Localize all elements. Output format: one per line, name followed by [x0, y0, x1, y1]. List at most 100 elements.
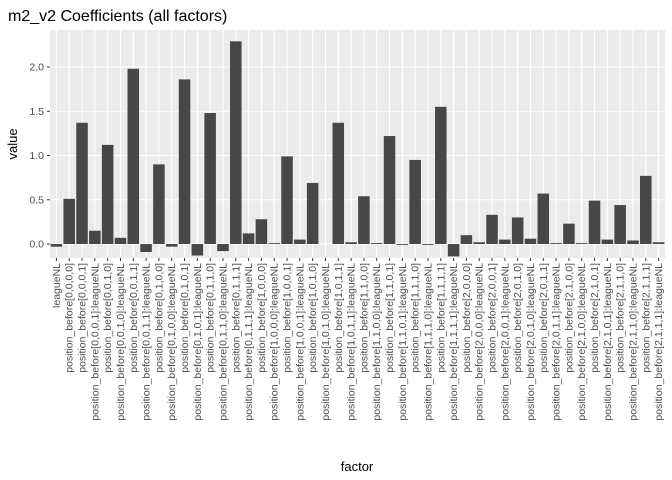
- y-tick-label: 0.5: [29, 194, 44, 206]
- bar: [499, 239, 511, 245]
- bar: [422, 244, 434, 245]
- bar: [230, 41, 242, 245]
- x-axis-title: factor: [341, 459, 374, 474]
- x-tick-label: position_before[2,1,1,1]: [640, 263, 652, 373]
- x-tick-label: position_before[0,0,0,1]:leagueNL: [89, 263, 101, 421]
- x-tick-label: position_before[2,1,0,1]:leagueNL: [602, 263, 614, 421]
- x-tick-label: position_before[1,1,1,1]:leagueNL: [448, 263, 460, 421]
- x-tick-label: position_before[2,0,0,1]: [487, 263, 499, 373]
- bar: [191, 244, 204, 256]
- bar: [640, 175, 652, 245]
- bar: [614, 205, 626, 245]
- bar: [575, 243, 588, 245]
- x-tick-label: position_before[1,1,0,0]: [358, 263, 370, 373]
- bar: [178, 79, 191, 245]
- bar: [383, 136, 396, 245]
- x-tick-label: position_before[0,1,0,1]: [179, 263, 191, 373]
- bar: [537, 193, 550, 245]
- x-tick-label: position_before[2,1,0,0]:leagueNL: [576, 263, 588, 421]
- bar: [127, 68, 140, 245]
- x-tick-label: position_before[0,1,0,0]: [153, 263, 165, 373]
- bar: [204, 113, 216, 245]
- x-tick-label: position_before[0,1,1,1]:leagueNL: [243, 263, 255, 421]
- x-tick-label: position_before[0,1,1,0]: [205, 263, 217, 373]
- x-tick-label: position_before[1,0,1,0]: [307, 263, 319, 373]
- x-tick-label: position_before[0,1,0,0]:leagueNL: [166, 263, 178, 421]
- bar: [306, 182, 319, 245]
- x-tick-label: position_before[1,1,1,0]: [410, 263, 422, 373]
- bar: [511, 217, 524, 245]
- bar: [460, 235, 473, 245]
- x-tick-label: position_before[1,1,1,1]: [435, 263, 447, 373]
- bar: [563, 223, 575, 245]
- x-tick-label: position_before[0,1,1,1]: [230, 263, 242, 373]
- bar: [358, 196, 370, 245]
- x-tick-label: position_before[1,0,0,0]: [256, 263, 268, 373]
- y-tick-label: 0.0: [29, 239, 44, 251]
- x-tick-label: leagueNL: [51, 263, 63, 308]
- y-tick-label: 1.0: [29, 150, 44, 162]
- bar: [50, 244, 63, 247]
- x-tick-label: position_before[1,1,0,1]: [384, 263, 396, 373]
- x-tick-label: position_before[2,1,0,1]: [589, 263, 601, 373]
- bar: [281, 156, 293, 245]
- x-tick-label: position_before[1,1,0,0]:leagueNL: [371, 263, 383, 421]
- chart-title: m2_v2 Coefficients (all factors): [8, 8, 227, 25]
- x-tick-label: position_before[0,0,0,1]: [77, 263, 89, 373]
- x-tick-label: position_before[1,0,1,1]: [333, 263, 345, 373]
- x-tick-label: position_before[1,0,1,1]:leagueNL: [346, 263, 358, 421]
- x-tick-label: position_before[0,0,1,1]: [128, 263, 140, 373]
- bar: [114, 237, 127, 245]
- bar: [294, 239, 306, 245]
- bar: [242, 233, 255, 245]
- y-tick-label: 2.0: [29, 61, 44, 73]
- x-tick-label: position_before[2,0,0,0]: [461, 263, 473, 373]
- x-tick-label: position_before[2,1,0,0]: [563, 263, 575, 373]
- bar: [76, 122, 88, 245]
- x-tick-label: position_before[2,1,1,0]:leagueNL: [627, 263, 639, 421]
- y-axis-title: value: [5, 128, 20, 159]
- bar: [652, 242, 665, 245]
- bar: [627, 240, 639, 245]
- x-tick-label: position_before[1,0,0,0]:leagueNL: [269, 263, 281, 421]
- bar: [435, 106, 447, 245]
- bar: [473, 242, 485, 245]
- x-tick-label: position_before[2,0,1,0]:leagueNL: [525, 263, 537, 421]
- x-tick-label: position_before[1,0,0,1]: [282, 263, 294, 373]
- x-tick-label: position_before[2,0,0,1]:leagueNL: [499, 263, 511, 421]
- bar: [486, 214, 498, 245]
- x-tick-label: position_before[0,0,1,1]:leagueNL: [141, 263, 153, 421]
- x-tick-label: position_before[1,1,0,1]:leagueNL: [397, 263, 409, 421]
- bar: [588, 200, 601, 245]
- bar: [217, 244, 229, 252]
- bar: [601, 239, 614, 245]
- bar: [101, 144, 114, 245]
- bar: [524, 238, 537, 245]
- bar: [165, 244, 178, 247]
- bar: [332, 122, 345, 245]
- x-tick-label: position_before[0,1,0,1]:leagueNL: [192, 263, 204, 421]
- x-tick-label: position_before[1,1,1,0]:leagueNL: [422, 263, 434, 421]
- x-tick-label: position_before[0,0,0,0]: [64, 263, 76, 373]
- bar: [140, 244, 152, 252]
- x-tick-label: position_before[0,0,1,0]:leagueNL: [115, 263, 127, 421]
- x-tick-label: position_before[2,0,1,1]: [538, 263, 550, 373]
- bar: [550, 243, 562, 245]
- bar: [63, 198, 75, 245]
- bar: [153, 164, 165, 245]
- bar: [370, 243, 383, 245]
- bar: [345, 242, 357, 245]
- x-tick-label: position_before[2,1,1,1]:leagueNL: [653, 263, 665, 421]
- x-tick-label: position_before[1,0,0,1]:leagueNL: [294, 263, 306, 421]
- x-tick-label: position_before[2,0,1,1]:leagueNL: [551, 263, 563, 421]
- x-tick-label: position_before[2,0,1,0]: [512, 263, 524, 373]
- bar: [255, 219, 268, 245]
- bar: [89, 230, 101, 245]
- bar: [447, 244, 460, 257]
- bar: [396, 244, 409, 245]
- bar: [409, 159, 421, 245]
- x-tick-label: position_before[2,1,1,0]: [615, 263, 627, 373]
- panel: [50, 30, 665, 258]
- x-tick-label: position_before[0,1,1,0]:leagueNL: [217, 263, 229, 421]
